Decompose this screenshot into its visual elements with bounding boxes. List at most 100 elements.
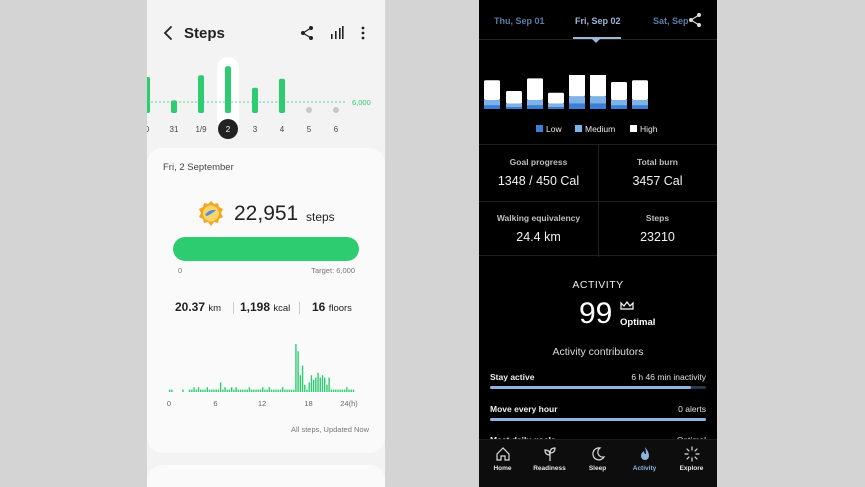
day-label[interactable]: 5 [307, 125, 312, 134]
hourly-steps-bar [317, 372, 319, 392]
page-title: Steps [184, 25, 225, 42]
tab-fri-sep-02[interactable]: Fri, Sep 02 [575, 16, 621, 26]
hourly-steps-bar [228, 389, 231, 392]
hourly-steps-bar [200, 389, 202, 392]
daily-steps-unit: steps [306, 210, 335, 224]
tab-sat-sep[interactable]: Sat, Sep [653, 16, 689, 26]
nav-readiness[interactable]: Readiness [526, 446, 573, 472]
share-icon[interactable] [687, 12, 703, 28]
tab-thu-sep-01[interactable]: Thu, Sep 01 [494, 16, 545, 26]
hourly-steps-bar [352, 389, 355, 392]
hourly-steps-bar [237, 389, 240, 392]
back-arrow-icon[interactable] [161, 24, 175, 42]
day-label[interactable]: 2 [226, 125, 231, 134]
day-label[interactable]: 6 [334, 125, 339, 134]
hourly-steps-bar [219, 382, 222, 392]
hourly-steps-bar [315, 377, 317, 392]
contributor-label: Move every hour [490, 404, 558, 414]
more-options-icon[interactable] [355, 24, 371, 42]
floors-stat: 16 floors [312, 300, 352, 314]
nav-sleep[interactable]: Sleep [574, 446, 621, 472]
contributors-title: Activity contributors [552, 346, 644, 358]
hourly-steps-bar [321, 375, 324, 392]
stats-divider [299, 302, 300, 314]
intensity-low-segment [527, 105, 543, 109]
hourly-steps-bar [319, 377, 321, 392]
explore-icon [683, 446, 700, 462]
nav-home[interactable]: Home [479, 446, 526, 472]
contributor-stay-active[interactable]: Stay active 6 h 46 min inactivity [490, 372, 706, 398]
hourly-steps-bar [231, 387, 233, 392]
nav-activity[interactable]: Activity [621, 446, 668, 472]
nav-explore[interactable]: Explore [668, 446, 715, 472]
hourly-steps-bar [215, 389, 217, 392]
hourly-steps-bar [195, 389, 197, 392]
hourly-steps-bar [324, 377, 326, 392]
share-icon[interactable] [299, 24, 315, 42]
activity-score-label: Optimal [620, 317, 656, 328]
hourly-steps-bar [222, 389, 224, 392]
intensity-low-segment [548, 107, 564, 109]
contributor-value: 0 alerts [678, 404, 706, 414]
daily-steps-count: 22,951 [234, 202, 299, 225]
day-steps-bar[interactable] [198, 75, 204, 113]
day-label[interactable]: 0 [147, 125, 150, 134]
intensity-medium-segment [632, 100, 648, 106]
day-steps-bar[interactable] [279, 78, 285, 113]
hourly-steps-bar [191, 389, 193, 392]
nav-explore-label: Explore [679, 465, 704, 472]
hourly-steps-bar [335, 389, 337, 392]
hourly-steps-bar [286, 389, 288, 392]
hourly-steps-bar [346, 387, 348, 392]
hourly-tick-label: 0 [167, 399, 171, 408]
day-label[interactable]: 3 [253, 125, 258, 134]
goal-progress-value: 1348 / 450 Cal [497, 174, 580, 188]
bar-chart-icon[interactable] [329, 24, 345, 42]
hourly-steps-bar [306, 389, 308, 392]
selected-day-badge [218, 119, 238, 139]
crown-icon [620, 301, 634, 310]
hourly-steps-bar [169, 389, 171, 392]
legend-low-label: Low [546, 124, 562, 134]
hourly-steps-bar [295, 344, 297, 392]
steps-label: Steps [645, 213, 670, 223]
grid-divider-horizontal [479, 201, 717, 202]
intensity-low-segment [611, 105, 627, 109]
goal-label: 6,000 [352, 98, 371, 107]
day-steps-bar[interactable] [252, 87, 258, 113]
walking-equivalency-label: Walking equivalency [496, 213, 581, 223]
intensity-low-segment [569, 103, 585, 109]
achievement-medal-icon [199, 201, 223, 226]
hourly-steps-bar [242, 389, 244, 392]
day-steps-bar[interactable] [171, 100, 177, 113]
hourly-steps-bar [224, 387, 226, 392]
activity-intensity-chart [484, 75, 648, 109]
hourly-tick-label: 18 [304, 399, 312, 408]
hourly-steps-bar [268, 387, 271, 392]
hourly-steps-bar [337, 389, 339, 392]
day-steps-bar[interactable] [225, 66, 231, 113]
day-steps-bar[interactable] [147, 77, 150, 113]
hourly-steps-bar [188, 389, 191, 392]
summary-date: Fri, 2 September [163, 162, 234, 173]
hourly-steps-bar [312, 380, 315, 392]
legend-low: Low [536, 124, 562, 134]
flame-icon [640, 447, 649, 460]
hourly-steps-bar [253, 389, 255, 392]
hourly-steps-bar [326, 384, 328, 392]
contributor-bar-fill [490, 386, 691, 389]
hourly-tick-label: 24(h) [340, 399, 358, 408]
day-label[interactable]: 4 [280, 125, 285, 134]
weekly-steps-chart[interactable]: 6,000 0 31 1/9 2 3 4 5 6 [147, 55, 385, 140]
contributor-move-every-hour[interactable]: Move every hour 0 alerts [490, 404, 706, 430]
day-label[interactable]: 31 [170, 125, 179, 134]
hourly-steps-bar [266, 389, 268, 392]
active-tab-underline [573, 37, 621, 39]
day-label[interactable]: 1/9 [195, 125, 207, 134]
contributor-bar-fill [490, 418, 706, 421]
hourly-steps-bar [204, 389, 206, 392]
hourly-tick-label: 12 [258, 399, 266, 408]
contributor-value: 6 h 46 min inactivity [631, 372, 706, 382]
intensity-high-segment [484, 80, 500, 100]
date-tabs: Thu, Sep 01 Fri, Sep 02 Sat, Sep [479, 0, 717, 43]
